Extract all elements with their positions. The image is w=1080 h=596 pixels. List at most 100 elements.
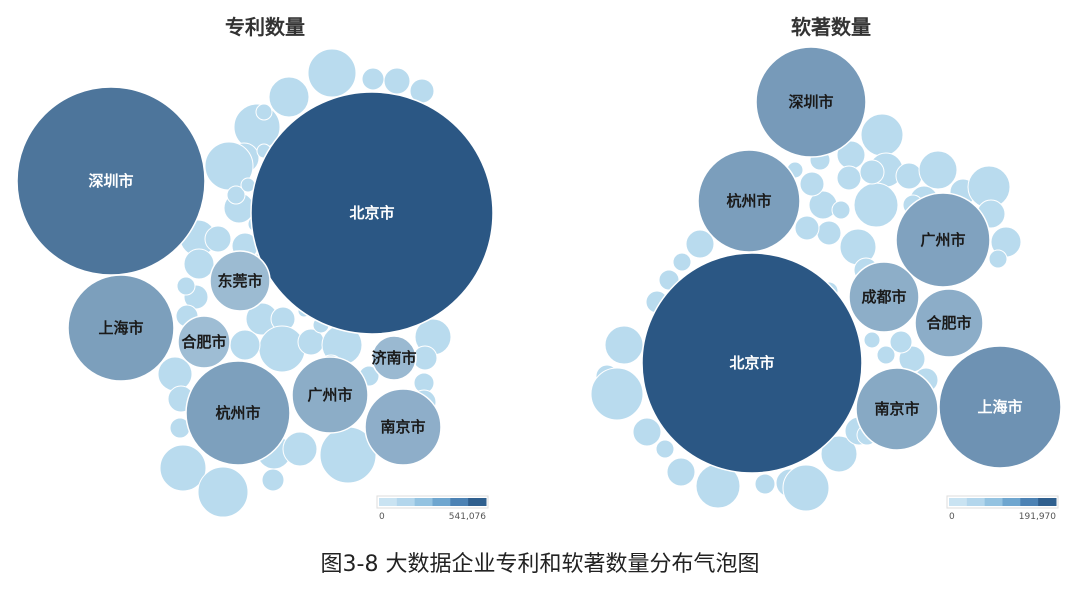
city-bubble-label: 济南市: [371, 349, 416, 367]
small-bubble: [836, 165, 862, 191]
small-bubble: [859, 159, 885, 185]
small-bubble: [258, 325, 306, 373]
legend-swatch: [966, 498, 986, 506]
legend-bar: [946, 495, 1059, 509]
small-bubble: [820, 435, 858, 473]
small-bubble: [590, 367, 644, 421]
city-bubble: [938, 345, 1062, 469]
small-bubble: [895, 162, 923, 190]
small-bubble: [672, 252, 692, 272]
small-bubble: [754, 473, 776, 495]
city-bubble: [855, 367, 939, 451]
small-bubble: [282, 431, 318, 467]
legend-swatch: [432, 498, 451, 506]
city-bubble: [755, 46, 867, 158]
city-bubble-label: 东莞市: [217, 272, 262, 290]
legend-min-label: 0: [949, 512, 955, 522]
legend-min-label: 0: [379, 512, 385, 522]
chart-title: 软著数量: [791, 15, 871, 39]
small-bubble: [176, 276, 196, 296]
small-bubble: [831, 200, 851, 220]
city-bubble-label: 深圳市: [88, 172, 133, 190]
small-bubble: [918, 150, 958, 190]
small-bubble: [685, 229, 715, 259]
color-legend: 0 191,970: [946, 495, 1059, 522]
small-bubble: [655, 439, 675, 459]
small-bubble: [889, 330, 913, 354]
city-bubble-label: 南京市: [874, 400, 919, 418]
figure-caption: 图3-8 大数据企业专利和软著数量分布气泡图: [320, 552, 760, 577]
small-bubble: [782, 464, 830, 512]
city-bubble-label: 北京市: [349, 204, 394, 222]
small-bubble: [226, 185, 246, 205]
city-bubble-label: 合肥市: [925, 314, 971, 332]
legend-swatch: [1020, 498, 1039, 506]
legend-swatch: [1038, 498, 1057, 506]
small-bubble: [383, 67, 411, 95]
legend-max-label: 191,970: [1019, 512, 1056, 522]
legend-swatch: [468, 498, 487, 506]
small-bubble: [204, 225, 232, 253]
small-bubble: [794, 215, 820, 241]
small-bubbles-group: [590, 113, 1022, 512]
city-bubble-label: 广州市: [920, 231, 965, 249]
city-bubble: [371, 335, 417, 381]
legend-max-label: 541,076: [449, 512, 486, 522]
city-bubble-label: 深圳市: [788, 93, 833, 111]
small-bubble: [876, 345, 896, 365]
city-bubble: [914, 288, 984, 358]
legend-swatch: [1002, 498, 1021, 506]
small-bubble: [604, 325, 644, 365]
city-bubble: [641, 252, 863, 474]
city-bubble-label: 杭州市: [726, 192, 771, 210]
city-bubble-label: 上海市: [977, 398, 1022, 416]
city-bubble-label: 南京市: [380, 418, 425, 436]
small-bubble: [853, 182, 899, 228]
city-bubble-label: 北京市: [729, 354, 774, 372]
city-bubble: [895, 192, 991, 288]
city-bubble: [177, 315, 231, 369]
city-bubble-label: 成都市: [861, 288, 906, 306]
city-bubble: [209, 250, 271, 312]
city-bubble-label: 广州市: [307, 386, 352, 404]
small-bubble: [307, 48, 357, 98]
small-bubble: [261, 468, 285, 492]
city-bubble: [185, 360, 291, 466]
small-bubble: [268, 76, 310, 118]
legend-swatch: [949, 498, 968, 506]
small-bubble: [361, 67, 385, 91]
city-bubble: [697, 149, 801, 253]
city-bubble-label: 上海市: [98, 319, 143, 337]
city-bubble: [291, 356, 369, 434]
chart-title: 专利数量: [225, 15, 305, 39]
small-bubble: [863, 331, 881, 349]
small-bubble: [183, 248, 215, 280]
small-bubble: [860, 113, 904, 157]
legend-swatch: [450, 498, 469, 506]
city-bubble-label: 杭州市: [215, 404, 260, 422]
city-bubble: [16, 86, 206, 276]
legend-swatch: [396, 498, 416, 506]
small-bubble: [159, 444, 207, 492]
legend-swatch: [414, 498, 433, 506]
color-legend: 0 541,076: [376, 495, 489, 522]
small-bubble: [799, 171, 825, 197]
small-bubble: [255, 103, 273, 121]
city-bubble: [848, 261, 920, 333]
city-bubble: [67, 274, 175, 382]
city-bubble: [250, 91, 494, 335]
small-bubble: [229, 329, 261, 361]
legend-bar: [376, 495, 489, 509]
small-bubble: [988, 249, 1008, 269]
small-bubble: [816, 220, 842, 246]
city-bubble-label: 合肥市: [180, 333, 226, 351]
small-bubble: [632, 417, 662, 447]
legend-swatch: [984, 498, 1003, 506]
legend-swatch: [379, 498, 398, 506]
small-bubble: [197, 466, 249, 518]
